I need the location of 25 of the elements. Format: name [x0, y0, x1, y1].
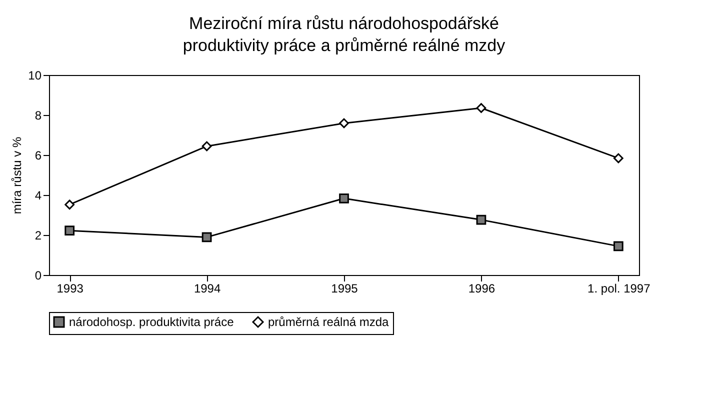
y-tick-label: 6: [34, 148, 42, 162]
y-tick-label: 10: [28, 68, 42, 82]
x-tick-label: 1994: [194, 282, 221, 296]
point: [476, 103, 486, 113]
x-tick-label: 1. pol. 1997: [588, 282, 651, 296]
point: [613, 153, 624, 164]
y-tick-label: 4: [34, 188, 42, 202]
legend-label: národohosp. produktivita práce: [69, 315, 234, 329]
x-tick-label: 1995: [331, 282, 358, 296]
y-axis-title: míra růstu v %: [10, 136, 24, 214]
point: [202, 232, 212, 242]
point: [613, 241, 624, 252]
point: [339, 193, 349, 204]
y-tick-label: 8: [34, 108, 42, 122]
point: [476, 214, 486, 225]
point: [64, 200, 75, 210]
legend-label: průměrná reálná mzda: [268, 315, 390, 329]
chart-title: Meziroční míra růstu národohospodářské produktivity práce a průměrné reálné mzdy: [182, 14, 506, 55]
y-tick-label: 2: [34, 228, 42, 242]
x-tick-label: 1996: [468, 282, 496, 296]
point: [64, 226, 75, 236]
point: [202, 141, 212, 152]
y-tick-label: 0: [34, 268, 42, 282]
x-tick-label: 1993: [56, 282, 84, 296]
point: [339, 118, 349, 128]
